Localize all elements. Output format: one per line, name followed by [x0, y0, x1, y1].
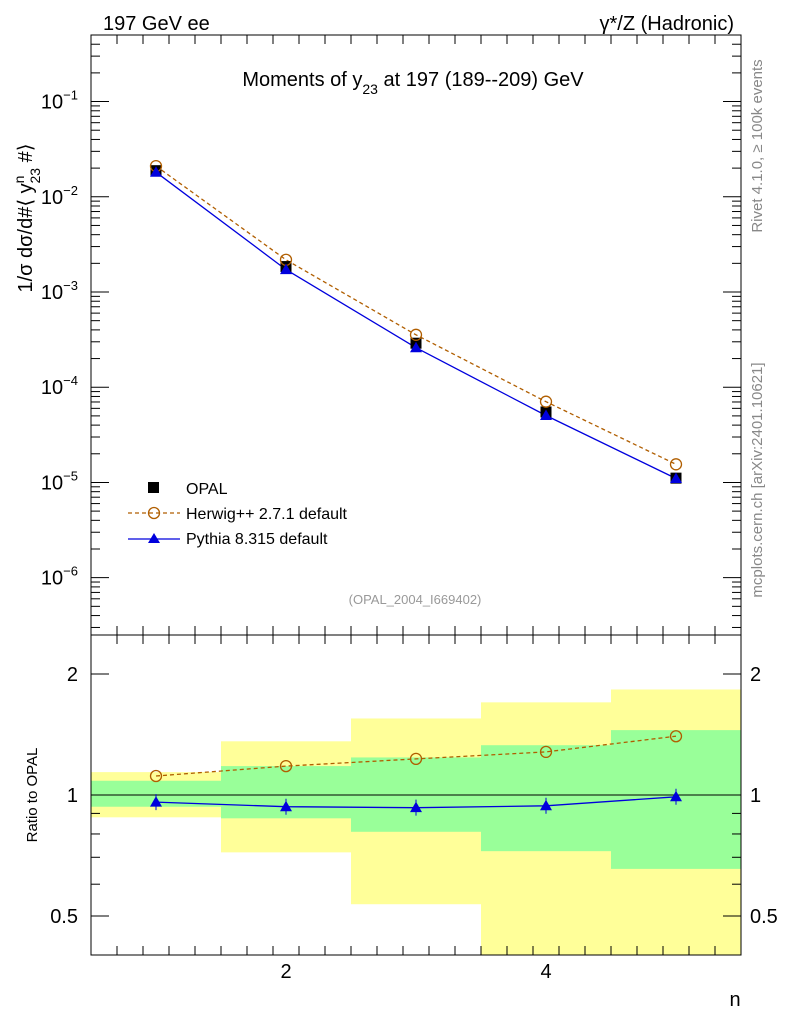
side-label-mcplots: mcplots.cern.ch [arXiv:2401.10621]	[749, 362, 766, 597]
pythia-point	[670, 472, 682, 484]
pythia-line	[155, 171, 677, 480]
main-y-tick-label: 10−5	[41, 468, 78, 494]
analysis-id-annotation: (OPAL_2004_I669402)	[349, 592, 482, 607]
main-y-tick-label: 10−4	[41, 373, 78, 399]
legend-marker-herwig	[147, 506, 161, 520]
herwig-ratio-line	[155, 735, 677, 777]
ylabel-part-sup: n	[11, 176, 27, 184]
main-y-axis-label: 1/σ dσ/d#⟨ yn23 #⟩	[11, 143, 43, 292]
main-y-tick-label: 10−2	[41, 183, 78, 209]
pythia-point	[410, 341, 422, 353]
header-right: γ*/Z (Hadronic)	[600, 13, 734, 35]
legend-marker-pythia	[148, 533, 160, 543]
main-y-tick-label: 10−1	[41, 88, 78, 114]
main-y-tick-label: 10−6	[41, 564, 78, 590]
legend: OPAL Herwig++ 2.7.1 default Pythia 8.315…	[128, 481, 348, 548]
pythia-ratio-point	[150, 796, 162, 807]
ratio-y-axis-label: Ratio to OPAL	[24, 748, 41, 843]
pythia-ratio-point	[280, 800, 292, 812]
pythia-point	[540, 409, 552, 420]
main-x-ticks	[90, 35, 742, 635]
legend-label-opal: OPAL	[186, 481, 228, 498]
legend-label-pythia: Pythia 8.315 default	[186, 531, 328, 548]
ylabel-part-b: #⟩	[15, 143, 37, 167]
herwig-ratio-point	[149, 769, 163, 783]
ratio-y-tick-label-right: 0.5	[750, 906, 778, 928]
legend-label-herwig: Herwig++ 2.7.1 default	[186, 506, 348, 523]
ratio-y-tick-label-left: 2	[67, 664, 78, 686]
main-y-ticks: 10−1 10−2 10−3 10−4 10−5 10−6	[41, 34, 741, 628]
ratio-y-ticks: 2 2 1 1 0.5 0.5	[50, 664, 778, 956]
pythia-point	[280, 263, 292, 275]
ratio-y-tick-label-left: 0.5	[50, 906, 78, 928]
ratio-y-tick-label-right: 2	[750, 664, 761, 686]
main-title-rest: at 197 (189--209) GeV	[378, 69, 584, 91]
x-axis-label: n	[729, 989, 740, 1011]
ratio-x-tick-label: 4	[540, 961, 551, 983]
header-left: 197 GeV ee	[103, 13, 210, 35]
herwig-ratio-point	[669, 730, 683, 743]
main-title-sub: 23	[362, 81, 378, 97]
ratio-x-tick-label: 2	[280, 961, 291, 983]
herwig-ratio-point	[409, 752, 423, 766]
ratio-series	[149, 730, 683, 816]
herwig-ratio-point	[279, 759, 293, 773]
herwig-line	[155, 165, 677, 465]
ratio-y-tick-label-right: 1	[750, 785, 761, 807]
pythia-ratio-point	[670, 790, 682, 802]
legend-marker-opal	[148, 482, 159, 493]
main-title-main: Moments of y	[242, 69, 362, 91]
main-title: Moments of y23 at 197 (189--209) GeV	[242, 69, 584, 97]
herwig-point	[669, 458, 683, 471]
main-y-tick-label: 10−3	[41, 278, 78, 304]
pythia-point	[150, 166, 162, 177]
herwig-point	[409, 328, 423, 341]
herwig-point	[539, 395, 553, 408]
side-label-rivet: Rivet 4.1.0, ≥ 100k events	[749, 59, 766, 232]
ratio-bands	[91, 689, 741, 955]
pythia-ratio-point	[540, 799, 552, 811]
main-series	[149, 159, 683, 484]
ylabel-part-a: 1/σ dσ/d#⟨ y	[15, 183, 37, 292]
ylabel-part-sub: 23	[27, 168, 43, 184]
herwig-ratio-point	[539, 745, 553, 759]
pythia-ratio-point	[410, 801, 422, 813]
ratio-y-tick-label-left: 1	[67, 785, 78, 807]
